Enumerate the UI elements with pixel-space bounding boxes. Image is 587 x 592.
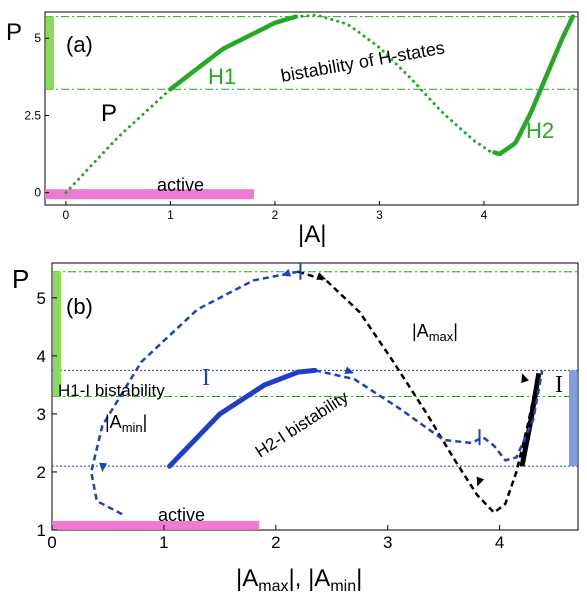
annotation-H2: H2 (526, 118, 554, 143)
active-band-b (52, 520, 260, 530)
y-tick-label-b: 5 (37, 289, 46, 308)
x-tick-label-a: 3 (376, 208, 383, 222)
curve-segment-h1-0 (168, 14, 299, 92)
y-tick-label-b: 1 (37, 521, 46, 540)
panel-b-curves (89, 263, 544, 517)
panel-a-ylabel: P (6, 19, 22, 46)
x-tick-label-b: 1 (159, 533, 168, 552)
panel-a-reference-lines (45, 16, 578, 90)
x-tick-label-b: 2 (271, 533, 280, 552)
x-tick-label-b: 3 (383, 533, 392, 552)
curve-segment-dotted-2 (294, 13, 496, 154)
arrow-top-right (316, 272, 327, 280)
annotation-H1: H1 (208, 64, 236, 89)
active-band-a (45, 189, 255, 200)
y-tick-label-b: 3 (37, 405, 46, 424)
panel-a-xlabel: |A| (298, 221, 326, 248)
y-tick-label-b: 2 (37, 463, 46, 482)
curve-segment-h2-3 (492, 14, 576, 156)
annotation-active-a: active (157, 175, 204, 195)
arrow-left (99, 462, 108, 472)
arrow-left-head (99, 462, 108, 472)
arrow-lower (476, 476, 485, 487)
arrow-right-head (521, 373, 529, 384)
y-tick-label-a: 0 (34, 186, 41, 200)
panel-a-label: (a) (66, 32, 93, 57)
x-tick-label-b: 0 (47, 533, 56, 552)
x-tick-label-a: 2 (272, 208, 279, 222)
y-tick-label-a: 2.5 (24, 108, 41, 122)
arrow-top-left-head (281, 268, 292, 277)
arrow-top-right-head (316, 272, 327, 280)
curve-a-min-solid (167, 367, 318, 469)
x-tick-label-b: 4 (495, 533, 504, 552)
bistability-bar-a (46, 16, 54, 90)
panel-a-frame (44, 11, 579, 206)
y-tick-label-b: 4 (37, 347, 46, 366)
panel-b-ylabel: P (12, 264, 29, 294)
y-tick-label-a: 5 (34, 31, 41, 45)
annotation-Amin: |Amin| (105, 412, 147, 435)
x-tick-label-a: 1 (167, 208, 174, 222)
panel-a-bands (45, 16, 255, 200)
arrow-right (521, 373, 529, 384)
annotation-I-right: I (555, 372, 563, 398)
arrow-lower-head (476, 476, 485, 487)
panel-a: 0 1 2 3 4 0 2.5 5 P (a) |A| H1 H2 P bistability… (6, 11, 579, 248)
annotation-H2-I-bistability: H2-I bistability (252, 387, 352, 461)
curve-a-min-dashed (314, 369, 544, 462)
panel-b-label: (b) (66, 294, 93, 319)
arrow-top-left (281, 268, 292, 277)
panel-b-xlabel: |Amax|, |Amin| (236, 565, 362, 592)
x-tick-label-a: 0 (63, 208, 70, 222)
panel-a-ticks: 0 1 2 3 4 0 2.5 5 (24, 31, 487, 222)
annotation-P: P (101, 100, 117, 127)
annotation-Amax: |Amax| (412, 321, 458, 344)
curve-a-max (297, 270, 541, 515)
arrow-middle-head (344, 366, 355, 374)
annotation-bistability-H-states: bistability of H-states (279, 37, 446, 86)
arrow-middle (344, 366, 355, 374)
x-tick-label-a: 4 (481, 208, 488, 222)
curve-a-min-lower (89, 270, 299, 517)
panel-b-reference-lines (52, 271, 578, 467)
annotation-H1-I-bistability: H1-I bistability (58, 381, 165, 400)
annotation-active-b: active (158, 505, 205, 525)
bistability-bar-b-green (53, 271, 61, 397)
annotation-I-left: I (202, 365, 210, 391)
bistability-bar-b-blue (569, 370, 577, 467)
curve-a-max-solid (519, 372, 542, 467)
panel-a-curves (64, 13, 576, 195)
curve-segment-dotted-1 (64, 87, 172, 195)
panel-b-bands (52, 271, 577, 530)
